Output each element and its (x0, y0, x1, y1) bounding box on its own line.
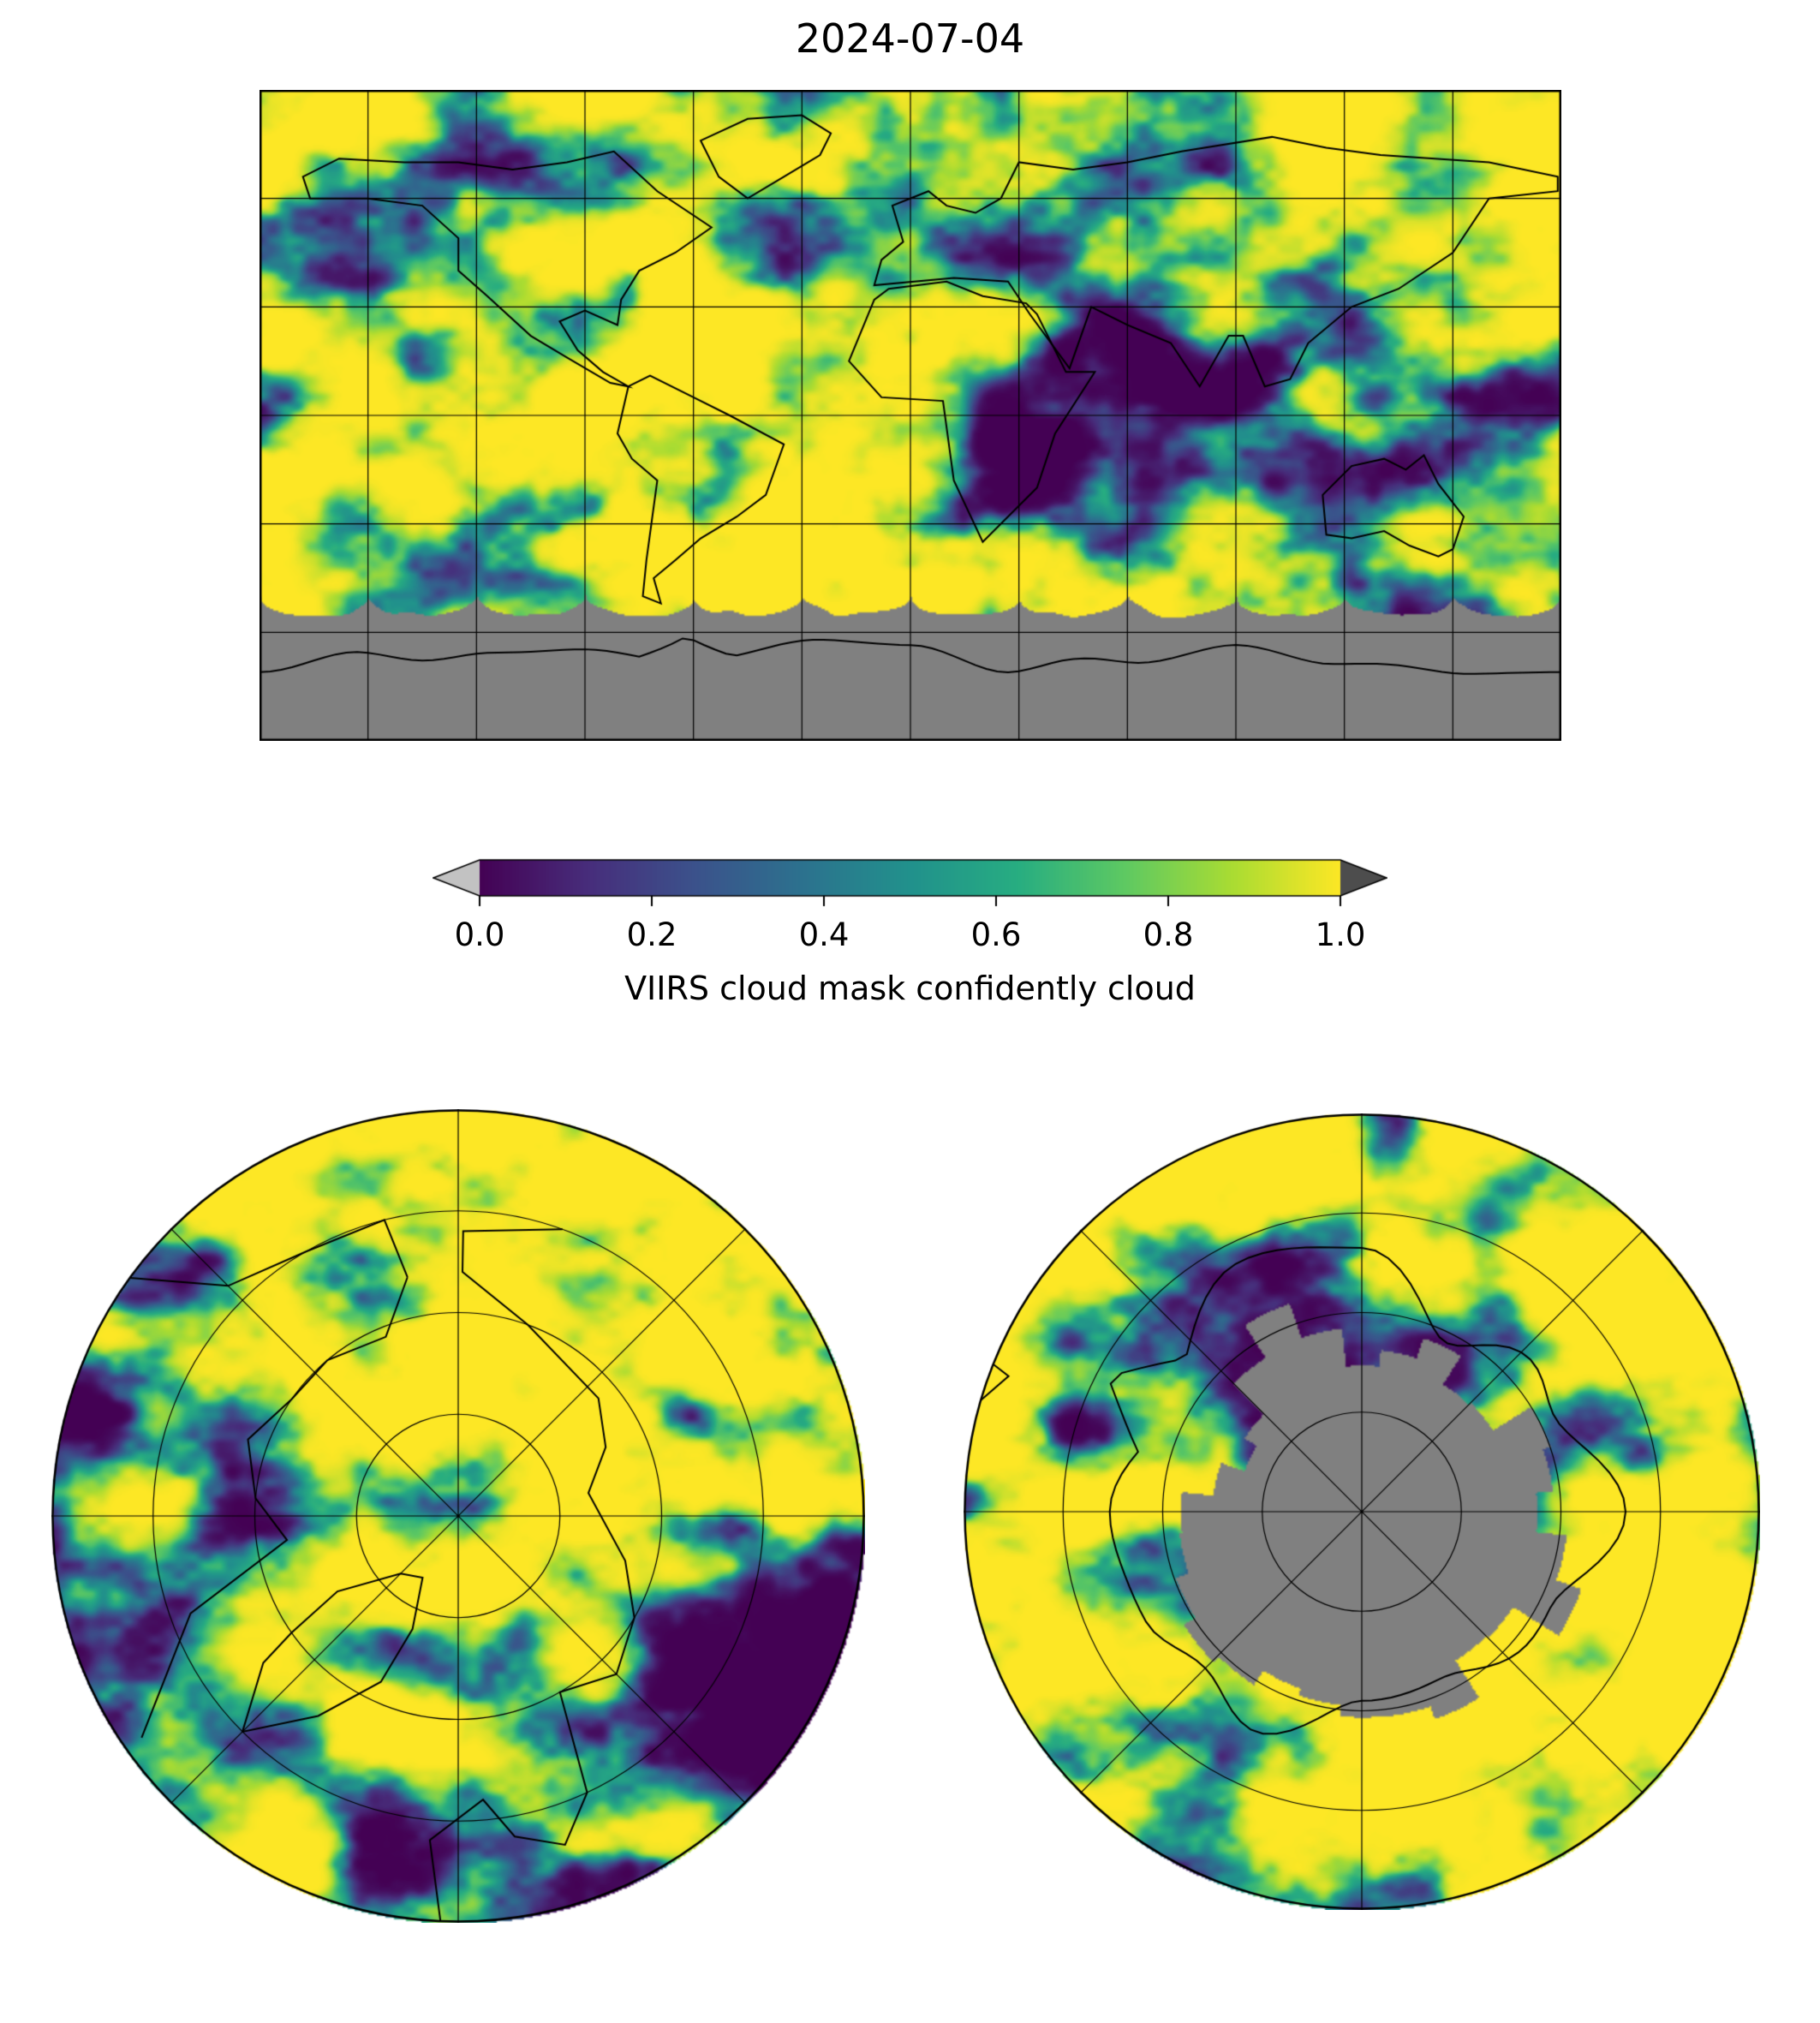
north-polar-canvas (51, 1109, 865, 1923)
colorbar-tick: 0.2 (626, 916, 677, 953)
colorbar-tick: 0.0 (454, 916, 505, 953)
colorbar-canvas (433, 858, 1387, 908)
colorbar-ticks: 0.0 0.2 0.4 0.6 0.8 1.0 (455, 916, 1366, 956)
figure-title: 2024-07-04 (795, 15, 1025, 62)
colorbar-tick: 0.6 (970, 916, 1022, 953)
colorbar-tick: 1.0 (1315, 916, 1366, 953)
colorbar-tick: 0.4 (798, 916, 850, 953)
colorbar-tick: 0.8 (1143, 916, 1194, 953)
colorbar-label: VIIRS cloud mask confidently cloud (624, 970, 1196, 1007)
global-map-canvas (260, 90, 1561, 741)
south-polar-canvas (964, 1113, 1760, 1910)
